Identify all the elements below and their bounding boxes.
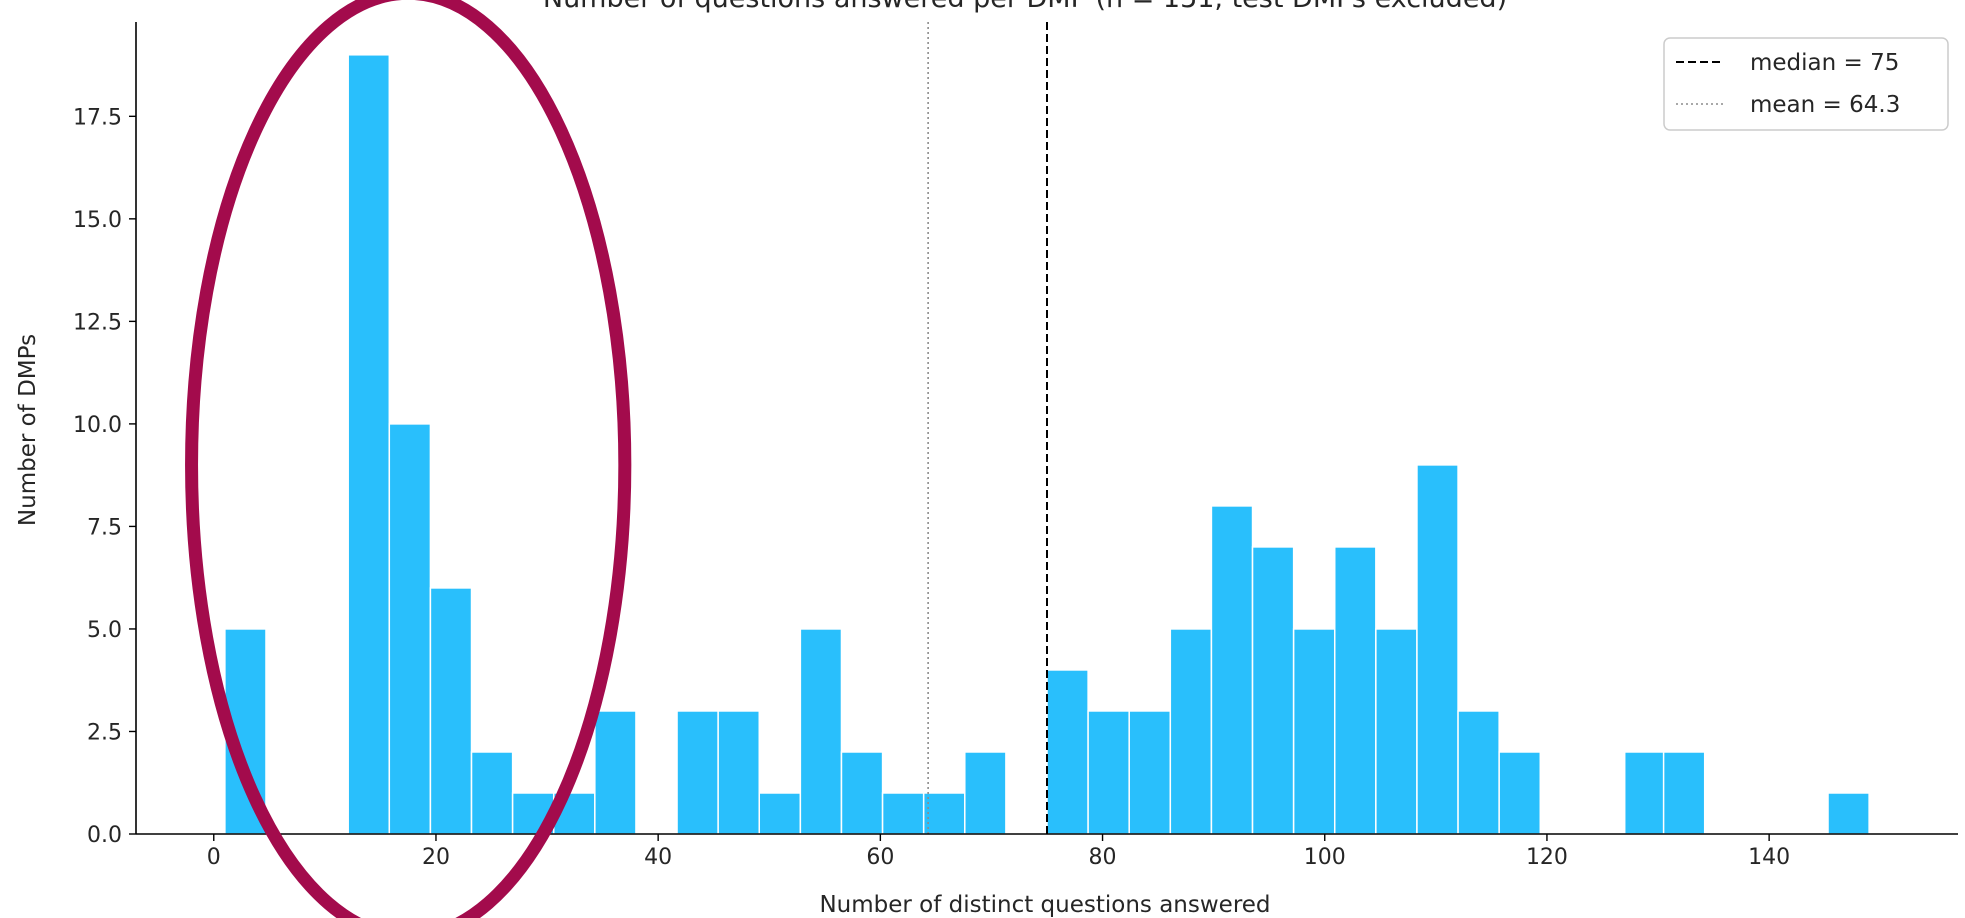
y-tick-label: 12.5 <box>73 310 122 335</box>
y-tick-label: 10.0 <box>73 413 122 438</box>
x-tick-label: 100 <box>1304 845 1346 870</box>
histogram-bar <box>758 792 802 835</box>
x-tick-label: 120 <box>1526 845 1568 870</box>
histogram-bar <box>717 710 761 835</box>
histogram-bar <box>1662 751 1706 835</box>
histogram-bar <box>470 751 514 835</box>
x-tick-label: 80 <box>1089 845 1117 870</box>
y-tick-label: 2.5 <box>87 720 122 745</box>
x-tick-label: 40 <box>644 845 672 870</box>
histogram-bar <box>1087 710 1130 835</box>
histogram-bar <box>881 792 925 835</box>
y-tick-label: 7.5 <box>87 515 122 540</box>
tick-labels: 0 20 40 60 80 100 120 140 0.0 2.5 5.0 7.5 10.0 12.5 15… <box>73 105 1790 870</box>
histogram-bar <box>1333 546 1377 835</box>
x-tick-label: 0 <box>207 845 221 870</box>
legend-entry: median = 75 <box>1750 50 1899 76</box>
y-tick-label: 17.5 <box>73 105 122 130</box>
histogram-bar <box>429 587 473 835</box>
x-tick-label: 140 <box>1748 845 1790 870</box>
histogram-bar <box>1375 628 1418 835</box>
histogram-bar <box>1498 751 1542 835</box>
histogram-bar <box>1210 505 1254 835</box>
histogram-bar <box>388 423 432 835</box>
x-tick-label: 60 <box>866 845 894 870</box>
legend: median = 75 mean = 64.3 <box>1663 37 1949 131</box>
histogram-bar <box>1169 628 1213 835</box>
histogram-bar <box>1623 751 1667 835</box>
y-tick-label: 15.0 <box>73 208 122 233</box>
histogram-bar <box>1128 710 1172 835</box>
bars-group <box>224 54 1870 835</box>
histogram-bar <box>1046 669 1089 835</box>
x-axis-label: Number of distinct questions answered <box>819 892 1270 918</box>
chart-title: Number of questions answered per DMP (n … <box>543 0 1507 14</box>
histogram-bar <box>1251 546 1295 835</box>
histogram-bar <box>1416 464 1459 835</box>
legend-box <box>1663 37 1949 131</box>
legend-entry: mean = 64.3 <box>1750 92 1900 118</box>
y-axis-label: Number of DMPs <box>15 334 41 526</box>
histogram-bar <box>964 751 1007 835</box>
histogram-bar <box>840 751 884 835</box>
histogram-bar <box>347 54 391 835</box>
histogram-bar <box>799 628 843 835</box>
histogram-bar <box>594 710 637 835</box>
y-tick-label: 0.0 <box>87 823 122 848</box>
highlight-ellipse <box>185 0 632 918</box>
histogram-bar <box>1292 628 1336 835</box>
y-tick-label: 5.0 <box>87 618 122 643</box>
axes <box>135 22 1958 835</box>
x-tick-label: 20 <box>422 845 450 870</box>
histogram-bar <box>1827 792 1870 835</box>
histogram-bar <box>1457 710 1500 835</box>
histogram-bar <box>676 710 719 835</box>
reference-lines <box>927 22 1048 834</box>
histogram-bar <box>922 792 966 835</box>
